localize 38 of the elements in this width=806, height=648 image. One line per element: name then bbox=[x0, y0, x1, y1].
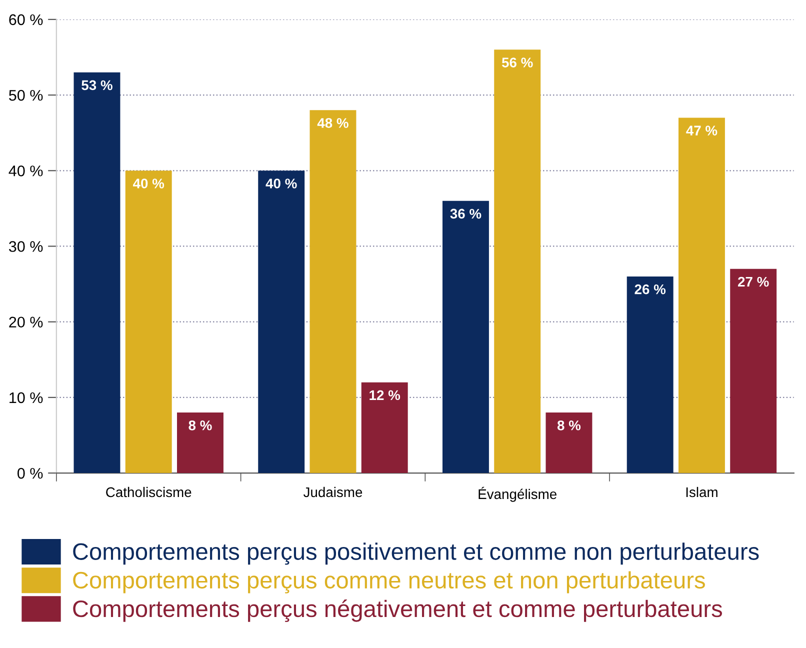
bar bbox=[442, 200, 489, 474]
legend-label: Comportements perçus négativement et comme perturbateurs bbox=[73, 600, 722, 622]
legend-label: Comportements perçus comme neutres et non perturbateurs bbox=[73, 571, 705, 594]
data-label: 27 % bbox=[738, 276, 769, 287]
legend-label: Comportements perçus positivement et comme non perturbateurs bbox=[73, 542, 759, 565]
data-label: 40 % bbox=[132, 178, 164, 188]
y-tick-label: 40 % bbox=[8, 166, 43, 176]
y-tick-label: 50 % bbox=[9, 90, 43, 101]
bar bbox=[678, 118, 725, 474]
bar bbox=[730, 268, 777, 474]
data-label: 56 % bbox=[502, 58, 533, 68]
bar bbox=[74, 72, 120, 474]
data-label: 48 % bbox=[317, 118, 348, 128]
x-tick-label: Islam bbox=[686, 486, 718, 498]
x-tick-label: Judaisme bbox=[303, 486, 362, 498]
bar bbox=[258, 170, 305, 474]
data-label: 26 % bbox=[634, 284, 666, 294]
y-tick-label: 30 % bbox=[8, 241, 43, 252]
data-label: 36 % bbox=[450, 208, 482, 219]
y-tick-label: 20 % bbox=[9, 316, 43, 328]
data-label: 8 % bbox=[188, 420, 212, 430]
y-tick-label: 0 % bbox=[17, 468, 43, 479]
data-label: 47 % bbox=[686, 126, 718, 136]
bar bbox=[310, 110, 356, 474]
bar bbox=[494, 50, 541, 474]
data-label: 40 % bbox=[266, 178, 297, 188]
x-tick-label: Évangélisme bbox=[478, 486, 556, 502]
bar bbox=[546, 412, 592, 474]
bar bbox=[626, 276, 674, 474]
data-label: 12 % bbox=[370, 390, 400, 400]
data-label: 8 % bbox=[557, 420, 581, 430]
x-tick-label: Catholiscisme bbox=[106, 486, 192, 498]
y-tick-label: 60 % bbox=[9, 14, 43, 26]
y-tick-label: 10 % bbox=[10, 392, 43, 404]
bar bbox=[361, 382, 408, 474]
data-label: 53 % bbox=[82, 80, 112, 90]
bar bbox=[125, 170, 172, 474]
bar bbox=[177, 412, 224, 474]
